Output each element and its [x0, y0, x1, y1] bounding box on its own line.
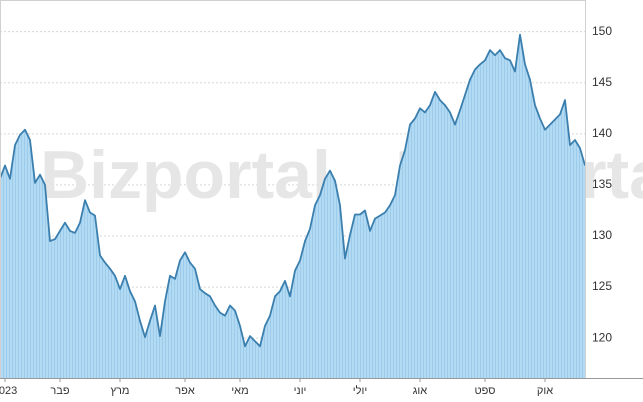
y-tick-label: 140	[592, 126, 612, 140]
price-line	[0, 33, 586, 348]
x-tick-label: ספט	[475, 385, 496, 397]
y-tick-label: 135	[592, 177, 612, 191]
x-tick-label: אוג	[413, 385, 428, 397]
x-tick-label: פבר	[50, 385, 69, 397]
watermark: Bizportal	[40, 137, 331, 213]
x-tick-label: אוק	[537, 385, 553, 397]
y-tick-label: 125	[592, 279, 612, 293]
y-tick-label: 150	[592, 24, 612, 38]
x-tick-label: יוני	[294, 385, 307, 397]
area-fill	[0, 34, 585, 378]
x-tick-label: מאי	[231, 385, 248, 397]
x-tick-label: יולי	[353, 384, 367, 397]
axes: 120 125 130 135 140 145 150 2023 פבר מרץ אפר מאי יונ…	[0, 24, 612, 397]
plot	[0, 33, 586, 378]
x-tick-label: מרץ	[111, 385, 130, 397]
y-tick-label: 130	[592, 228, 612, 242]
y-tick-label: 120	[592, 330, 612, 344]
y-tick-label: 145	[592, 75, 612, 89]
x-tick-label: אפר	[175, 385, 195, 397]
x-tick-label: 2023	[0, 385, 17, 397]
